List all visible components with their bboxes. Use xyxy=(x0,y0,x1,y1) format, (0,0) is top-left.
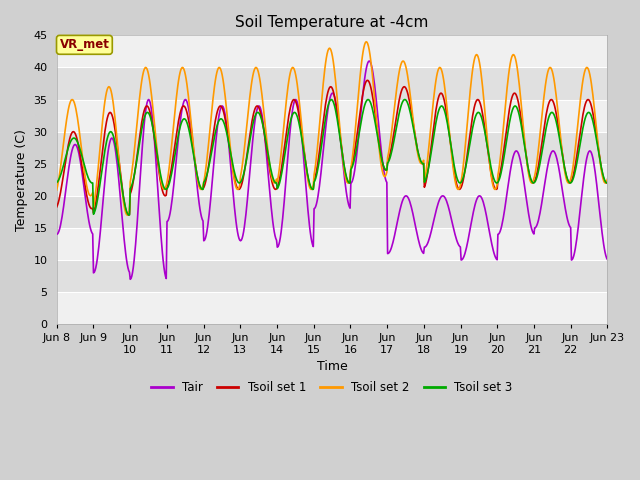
Bar xyxy=(57,228,607,260)
Bar xyxy=(57,36,607,67)
Bar xyxy=(57,132,607,164)
X-axis label: Time: Time xyxy=(317,360,348,373)
Title: Soil Temperature at -4cm: Soil Temperature at -4cm xyxy=(236,15,429,30)
Legend: Tair, Tsoil set 1, Tsoil set 2, Tsoil set 3: Tair, Tsoil set 1, Tsoil set 2, Tsoil se… xyxy=(147,377,517,399)
Bar xyxy=(57,260,607,292)
Bar xyxy=(57,292,607,324)
Bar xyxy=(57,67,607,99)
Bar xyxy=(57,164,607,196)
Bar xyxy=(57,196,607,228)
Bar xyxy=(57,99,607,132)
Text: VR_met: VR_met xyxy=(60,38,109,51)
Y-axis label: Temperature (C): Temperature (C) xyxy=(15,129,28,231)
